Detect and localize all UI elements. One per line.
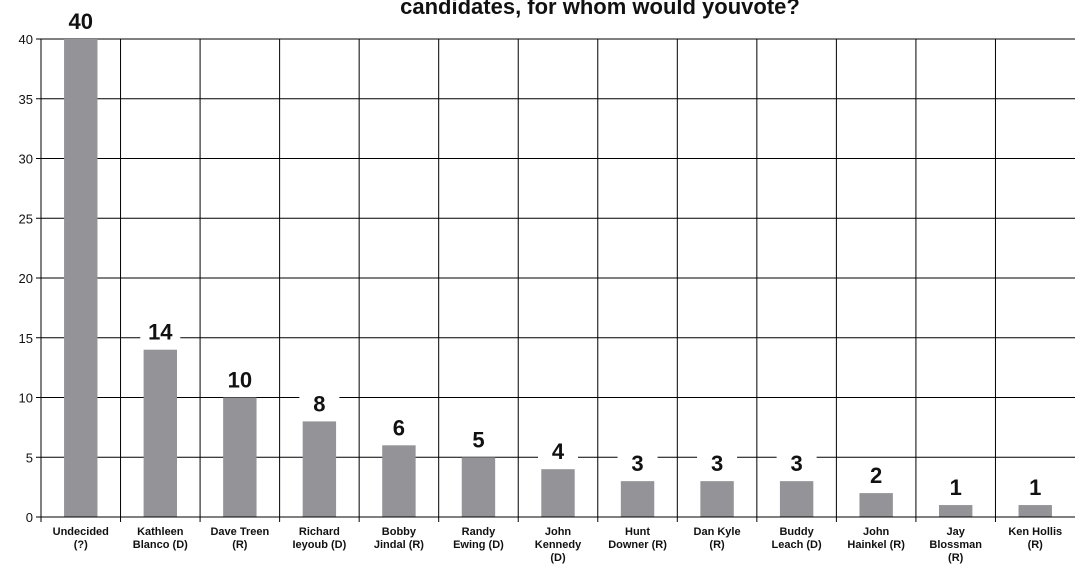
data-label: 1: [950, 475, 962, 500]
data-label-background: [697, 451, 738, 477]
data-label-background: [219, 367, 260, 393]
category-label: (D): [550, 552, 566, 564]
category-label: (R): [232, 539, 248, 551]
data-label-background: [776, 451, 817, 477]
data-label: 3: [790, 451, 802, 476]
category-label: Hainkel (R): [847, 539, 905, 551]
axes: 0510152025303540Undecided(?)KathleenBlan…: [19, 32, 1075, 564]
data-label-background: [458, 427, 499, 453]
y-tick-label: 0: [26, 510, 33, 525]
data-label-background: [856, 463, 897, 489]
category-label: Hunt: [625, 526, 650, 538]
data-label: 3: [631, 451, 643, 476]
category-label: John: [863, 526, 890, 538]
grid-lines: [41, 38, 1075, 518]
bar: [1018, 505, 1052, 517]
data-labels: 40 14 10 8 6 5 4 3 3 3 2 1 1: [60, 9, 1056, 501]
data-label: 5: [472, 427, 484, 452]
y-tick-label: 25: [19, 211, 33, 226]
category-label: Blossman: [929, 539, 982, 551]
bar: [223, 397, 257, 517]
category-label: Randy: [462, 526, 497, 538]
data-label: 2: [870, 463, 882, 488]
data-label-background: [378, 415, 419, 441]
bar: [620, 481, 655, 517]
category-label: Dan Kyle: [694, 526, 741, 538]
bar: [779, 481, 814, 517]
y-tick-label: 20: [19, 271, 33, 286]
category-label: Jay: [947, 526, 966, 538]
category-label: Leach (D): [772, 539, 822, 551]
category-label: (R): [709, 539, 725, 551]
bar: [302, 421, 337, 517]
y-tick-label: 15: [19, 331, 33, 346]
category-label: Ken Hollis: [1008, 526, 1062, 538]
bar: [938, 505, 973, 517]
category-label: (R): [1028, 539, 1044, 551]
data-label: 40: [69, 9, 93, 34]
category-label: Undecided: [53, 526, 109, 538]
data-label: 14: [148, 320, 173, 345]
data-label-background: [60, 9, 101, 34]
y-tick-label: 10: [19, 391, 33, 406]
bar: [382, 445, 416, 517]
bar: [859, 493, 893, 517]
data-label-background: [140, 319, 181, 345]
category-label: Ewing (D): [453, 539, 504, 551]
data-label-background: [299, 391, 340, 417]
y-tick-label: 40: [19, 32, 33, 47]
bar: [541, 469, 575, 517]
y-tick-label: 5: [26, 450, 33, 465]
category-label: Blanco (D): [133, 539, 188, 551]
data-label: 8: [313, 391, 325, 416]
category-label: Downer (R): [608, 539, 667, 551]
data-label-background: [538, 439, 578, 465]
bar: [461, 457, 496, 517]
category-label: Kathleen: [137, 526, 184, 538]
category-label: Richard: [299, 526, 340, 538]
category-label: John: [545, 526, 572, 538]
data-label-background: [1015, 475, 1056, 501]
data-label-background: [617, 451, 658, 477]
category-label: Bobby: [382, 526, 417, 538]
category-label: (?): [74, 539, 88, 551]
bar: [143, 349, 178, 517]
bar: [64, 39, 98, 517]
category-label: Jindal (R): [374, 539, 424, 551]
data-label: 4: [552, 439, 565, 464]
category-label: Dave Treen: [210, 526, 269, 538]
data-label: 6: [393, 415, 405, 440]
chart-title: candidates, for whom would youvote?: [400, 0, 800, 19]
data-label: 1: [1029, 475, 1041, 500]
bars: [64, 39, 1052, 517]
data-label: 10: [228, 368, 252, 393]
y-tick-label: 30: [19, 152, 33, 167]
category-label: Ieyoub (D): [292, 539, 346, 551]
data-label: 3: [711, 451, 723, 476]
category-label: (R): [948, 552, 964, 564]
bar: [700, 481, 734, 517]
category-label: Kennedy: [535, 539, 582, 551]
data-label-background: [935, 475, 976, 501]
y-tick-label: 35: [19, 92, 33, 107]
category-label: Buddy: [779, 526, 814, 538]
